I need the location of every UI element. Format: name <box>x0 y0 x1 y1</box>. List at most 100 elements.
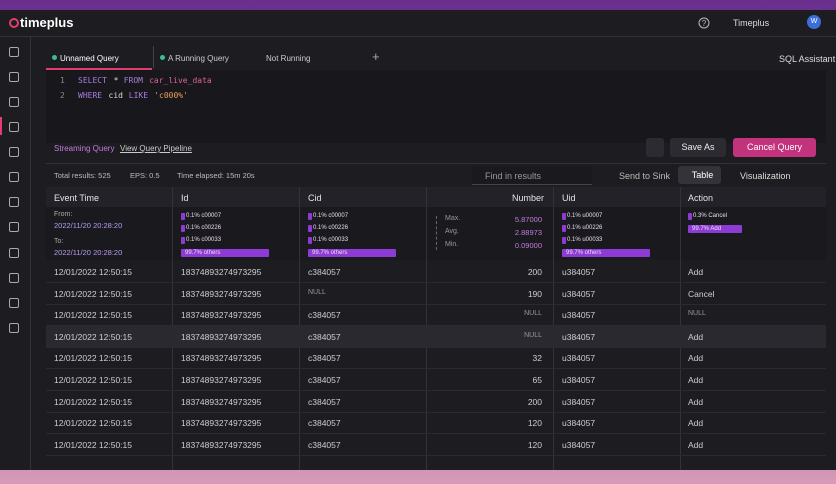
code-token: * <box>113 76 119 85</box>
code-token: WHERE <box>78 91 103 100</box>
sidebar-icon[interactable] <box>9 323 19 333</box>
row-border <box>46 433 826 435</box>
column-header[interactable]: Id <box>181 193 189 203</box>
column-header[interactable]: Action <box>688 193 714 203</box>
cell: 120 <box>527 439 542 450</box>
cell: c384057 <box>308 439 341 450</box>
cell: u384057 <box>562 310 596 321</box>
add-tab[interactable]: + <box>372 49 380 64</box>
row-border <box>46 368 826 370</box>
sidebar-icon[interactable] <box>9 97 19 107</box>
from-time: 2022/11/20 20:28:20 <box>54 221 123 230</box>
sidebar-icon[interactable] <box>9 273 19 283</box>
cell: NULL <box>308 288 326 296</box>
code-token: SELECT <box>78 76 107 85</box>
row-border <box>46 454 826 456</box>
stat-value: 5.87000 <box>514 215 542 224</box>
cell: Add <box>688 396 704 407</box>
column-header[interactable]: Cid <box>308 193 322 203</box>
stat-value: 0.09000 <box>514 241 542 250</box>
cell: 18374893274973295 <box>181 396 262 407</box>
cell: c384057 <box>308 396 341 407</box>
tab[interactable]: Not Running <box>266 54 311 63</box>
sidebar-icon[interactable] <box>9 298 19 308</box>
cell: NULL <box>524 310 542 318</box>
sidebar-icon[interactable] <box>9 248 19 258</box>
sidebar-icon[interactable] <box>9 197 19 207</box>
cell: u384057 <box>562 331 596 342</box>
cell: 18374893274973295 <box>181 310 262 321</box>
others-bar: 99.7% Add <box>688 225 742 233</box>
cell: 12/01/2022 12:50:15 <box>54 267 132 277</box>
stat: EPS: 0.5 <box>130 171 160 180</box>
cell: Add <box>688 331 704 342</box>
help-icon[interactable]: ? <box>698 17 710 29</box>
cell: 18374893274973295 <box>181 375 262 385</box>
tab[interactable]: A Running Query <box>168 54 229 63</box>
sidebar-icon[interactable] <box>9 122 19 132</box>
distribution-label: 0.1% c00226 <box>313 225 349 231</box>
distribution-bar <box>181 237 185 244</box>
distribution-label: 0.1% c00033 <box>186 237 222 243</box>
code-token: cid <box>108 91 123 100</box>
pipeline-link[interactable]: View Query Pipeline <box>120 144 192 153</box>
cell: c384057 <box>308 418 341 429</box>
to-time: 2022/11/20 20:28:20 <box>54 248 123 257</box>
distribution-label: 0.1% c00226 <box>186 225 222 231</box>
row-border <box>46 303 826 305</box>
search-box[interactable] <box>472 167 592 185</box>
cell: 120 <box>527 418 542 429</box>
column-header[interactable]: Number <box>511 193 544 203</box>
avatar[interactable]: W <box>807 15 821 29</box>
from-label: From: <box>54 211 73 218</box>
sidebar-icon[interactable] <box>9 72 19 82</box>
cell: 200 <box>527 267 542 277</box>
distribution-bar <box>308 225 312 232</box>
distribution-bar <box>562 225 566 232</box>
cell: u384057 <box>562 375 596 385</box>
send-to-sink[interactable]: Send to Sink <box>619 171 671 181</box>
stat: Total results: 525 <box>54 171 111 180</box>
workspace-selector[interactable]: Timeplus <box>733 18 770 28</box>
format-button[interactable] <box>646 138 664 157</box>
row-border <box>46 346 826 348</box>
cell: 18374893274973295 <box>181 331 262 342</box>
visualization-toggle[interactable]: Visualization <box>740 171 791 181</box>
sql-assistant[interactable]: SQL Assistant <box>779 54 836 64</box>
distribution-bar <box>308 237 312 244</box>
table-toggle[interactable]: Table <box>678 166 721 184</box>
code-token: 'c000%' <box>154 91 188 100</box>
cell: 12/01/2022 12:50:15 <box>54 310 132 321</box>
cell: 190 <box>527 288 542 299</box>
line-number: 1 <box>60 76 65 85</box>
stat-value: 2.88973 <box>514 228 542 237</box>
active-tab[interactable] <box>46 46 152 70</box>
cell: 200 <box>527 396 542 407</box>
others-bar: 99.7% others <box>181 249 269 257</box>
streaming-query-link[interactable]: Streaming Query <box>54 144 115 153</box>
editor[interactable] <box>46 70 826 143</box>
cancel-query-button[interactable]: Cancel Query <box>733 138 816 157</box>
logo: timeplus <box>20 15 74 30</box>
stat-label: Max. <box>445 215 461 222</box>
distribution-bar <box>308 213 312 220</box>
cell: u384057 <box>562 353 596 364</box>
distribution-bar <box>181 213 185 220</box>
sidebar-icon[interactable] <box>9 222 19 232</box>
column-header[interactable]: Event Time <box>54 193 100 203</box>
save-as-button[interactable]: Save As <box>670 138 726 157</box>
cell: 18374893274973295 <box>181 353 262 364</box>
sidebar-icon[interactable] <box>9 172 19 182</box>
sidebar-icon[interactable] <box>9 147 19 157</box>
tab[interactable]: Unnamed Query <box>60 54 119 63</box>
distribution-label: 0.1% c00033 <box>313 237 349 243</box>
distribution-bar <box>688 213 692 220</box>
cell: Add <box>688 267 704 277</box>
column-header[interactable]: Uid <box>562 193 576 203</box>
search-placeholder: Find in results <box>485 171 542 181</box>
divider <box>46 163 826 164</box>
cell: 18374893274973295 <box>181 267 262 277</box>
cell: NULL <box>524 331 542 339</box>
sidebar-icon[interactable] <box>9 47 19 57</box>
